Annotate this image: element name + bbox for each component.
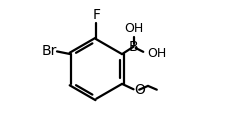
Text: F: F [92,8,100,22]
Text: OH: OH [147,47,166,60]
Text: Br: Br [41,44,56,58]
Text: B: B [129,40,138,54]
Text: OH: OH [124,22,143,34]
Text: O: O [134,83,145,97]
